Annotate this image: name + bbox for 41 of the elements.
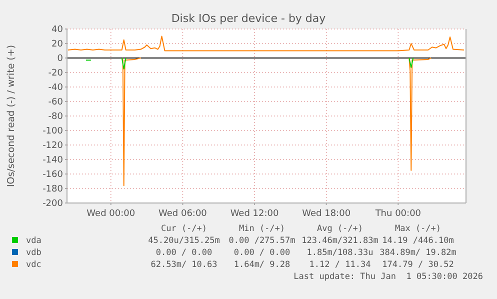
text: 0.00 / 0.00	[156, 248, 212, 258]
y-axis-title: IOs/second read (-) / write (+)	[6, 44, 17, 188]
x-tick-label: Wed 06:00	[158, 209, 208, 219]
text: Last update: Thu Jan 1 05:30:00 2026	[294, 272, 483, 282]
y-tick-label: -40	[48, 83, 64, 94]
legend-label: vdb	[26, 248, 42, 258]
y-tick-label: -200	[42, 199, 64, 210]
text: Max (-/+)	[394, 224, 442, 234]
text: 62.53m/ 10.63	[150, 260, 218, 270]
y-tick-label: -80	[48, 112, 64, 122]
text: Cur (-/+)	[160, 224, 208, 234]
y-tick-label: 20	[52, 40, 64, 50]
text: 0.00 /275.57m	[228, 236, 296, 246]
text: 123.46m/321.83m	[302, 236, 378, 246]
text: 1.85m/108.33u	[306, 248, 374, 258]
y-tick-label: -60	[48, 98, 64, 108]
text: 1.12 / 11.34	[309, 260, 371, 270]
legend-label: vda	[26, 236, 42, 246]
text: Min (-/+)	[238, 224, 286, 234]
y-tick-label: -100	[42, 126, 64, 137]
text: 0.00 / 0.00	[234, 248, 290, 258]
y-tick-label: 40	[52, 25, 64, 36]
y-tick-label: -140	[42, 156, 64, 166]
text: 174.79 / 30.52	[382, 260, 454, 270]
x-tick-label: Wed 00:00	[86, 209, 136, 219]
text: 1.64m/ 9.28	[234, 260, 290, 270]
x-tick-label: Wed 12:00	[230, 209, 280, 219]
x-tick-label: Thu 00:00	[374, 209, 422, 219]
text: 384.89m/ 19.82m	[380, 248, 456, 258]
x-tick-label: Wed 18:00	[302, 209, 351, 219]
y-tick-label: -20	[48, 68, 64, 79]
legend-label: vdc	[26, 260, 42, 270]
line-series	[68, 36, 465, 52]
y-tick-label: 0	[57, 54, 64, 64]
text: 14.19 /446.10m	[382, 236, 454, 246]
text: 45.20u/315.25m	[148, 236, 220, 246]
y-tick-label: -120	[42, 141, 64, 152]
text: Avg (-/+)	[316, 224, 364, 234]
chart-title: Disk IOs per device - by day	[171, 12, 326, 25]
y-tick-label: -160	[42, 170, 64, 180]
y-tick-label: -180	[42, 184, 64, 195]
